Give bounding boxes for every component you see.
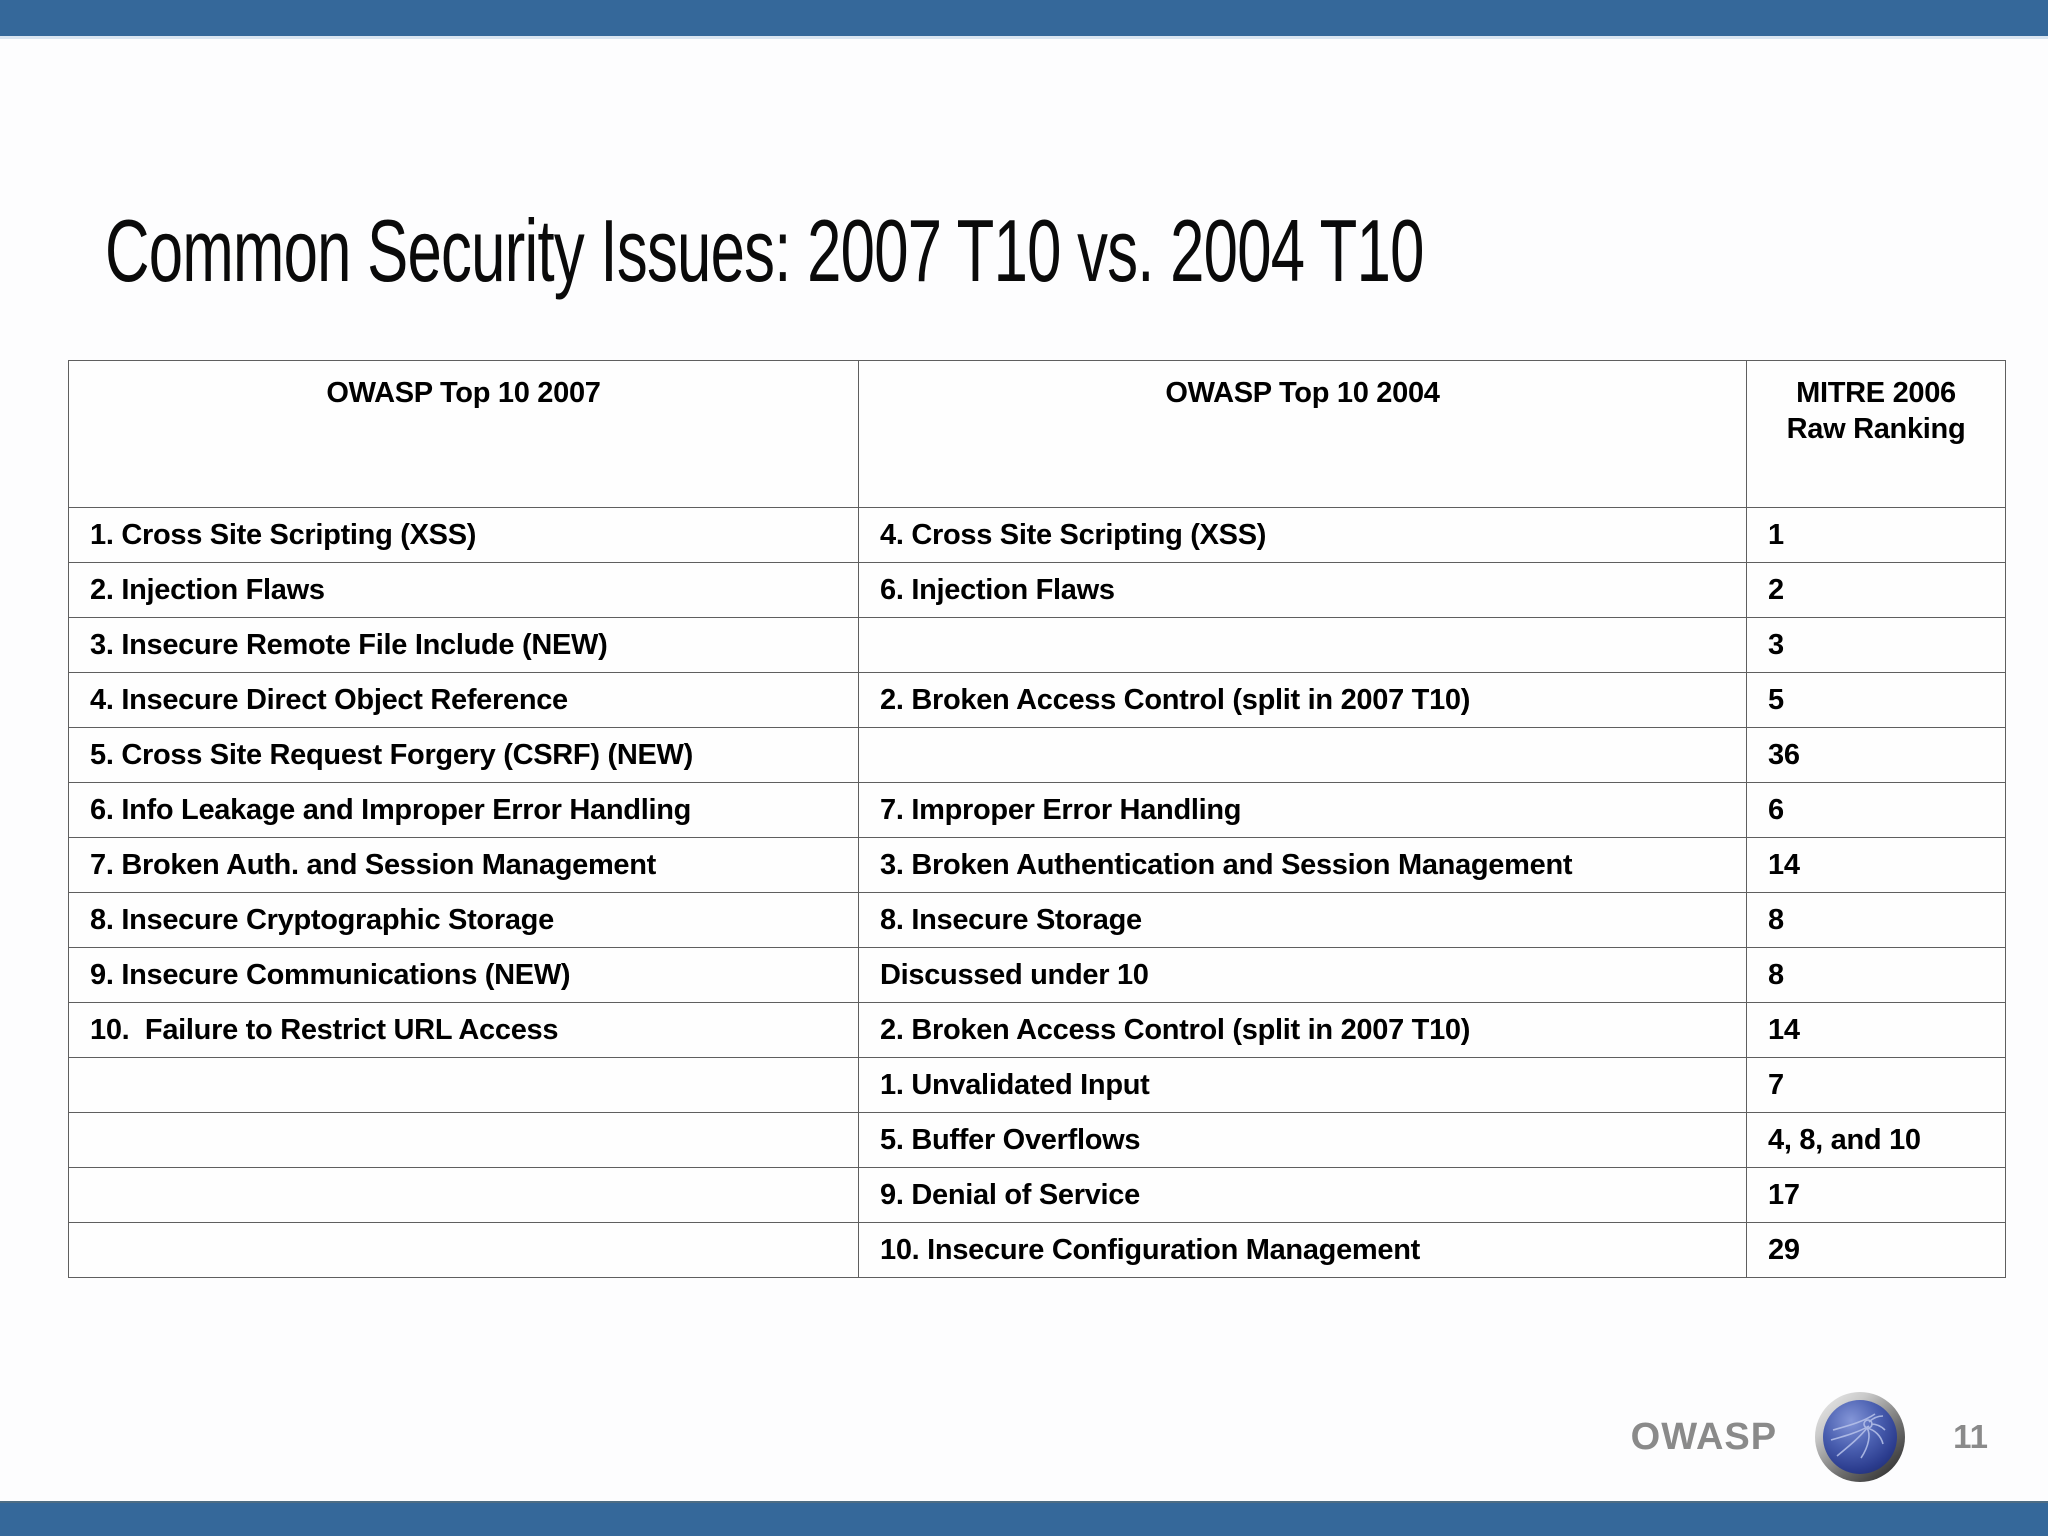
table-cell: 7. Improper Error Handling: [858, 782, 1747, 838]
table-cell: 1. Cross Site Scripting (XSS): [68, 507, 859, 563]
table-row: 9. Denial of Service 17: [68, 1167, 2006, 1223]
table-cell: 17: [1746, 1167, 2006, 1223]
table-cell: 8. Insecure Storage: [858, 892, 1747, 948]
column-header-mitre-line1: MITRE 2006: [1796, 377, 1956, 409]
column-header-owasp-2004: OWASP Top 10 2004: [858, 360, 1747, 508]
table-row: 1. Unvalidated Input 7: [68, 1057, 2006, 1113]
table-cell: 8: [1746, 892, 2006, 948]
top-accent-bar: [0, 0, 2048, 39]
table-cell: 3. Broken Authentication and Session Man…: [858, 837, 1747, 893]
table-cell: 29: [1746, 1222, 2006, 1278]
table-cell: 4, 8, and 10: [1746, 1112, 2006, 1168]
table-cell: 6. Injection Flaws: [858, 562, 1747, 618]
table-row: 6. Info Leakage and Improper Error Handl…: [68, 782, 2006, 838]
table-cell: 5: [1746, 672, 2006, 728]
table-cell: 7. Broken Auth. and Session Management: [68, 837, 859, 893]
table-cell: [68, 1222, 859, 1278]
table-row: 10. Failure to Restrict URL Access 2. Br…: [68, 1002, 2006, 1058]
table-cell: 4. Insecure Direct Object Reference: [68, 672, 859, 728]
table-cell: 9. Insecure Communications (NEW): [68, 947, 859, 1003]
table-cell: [68, 1112, 859, 1168]
table-cell: 2: [1746, 562, 2006, 618]
table-cell: [858, 727, 1747, 783]
table-cell: 6. Info Leakage and Improper Error Handl…: [68, 782, 859, 838]
table-cell: 7: [1746, 1057, 2006, 1113]
page-title: Common Security Issues: 2007 T10 vs. 200…: [105, 200, 1424, 300]
owasp-logo-icon: [1815, 1392, 1906, 1482]
table-row: 4. Insecure Direct Object Reference 2. B…: [68, 672, 2006, 728]
table-cell: Discussed under 10: [858, 947, 1747, 1003]
table-cell: 2. Broken Access Control (split in 2007 …: [858, 1002, 1747, 1058]
column-header-mitre: MITRE 2006 Raw Ranking: [1746, 360, 2006, 508]
page-number: 11: [1953, 1418, 1988, 1455]
table-row: 8. Insecure Cryptographic Storage 8. Ins…: [68, 892, 2006, 948]
column-header-mitre-line2: Raw Ranking: [1786, 413, 1966, 445]
table-cell: 2. Injection Flaws: [68, 562, 859, 618]
table-cell: 9. Denial of Service: [858, 1167, 1747, 1223]
table-row: 9. Insecure Communications (NEW) Discuss…: [68, 947, 2006, 1003]
comparison-table: OWASP Top 10 2007 OWASP Top 10 2004 MITR…: [68, 360, 2006, 1278]
table-cell: 10. Insecure Configuration Management: [858, 1222, 1747, 1278]
table-cell: 6: [1746, 782, 2006, 838]
bottom-accent-bar: [0, 1501, 2048, 1536]
table-cell: 1: [1746, 507, 2006, 563]
table-header-row: OWASP Top 10 2007 OWASP Top 10 2004 MITR…: [68, 360, 2006, 508]
owasp-wasp-icon: [1823, 1400, 1898, 1474]
table-row: 2. Injection Flaws 6. Injection Flaws 2: [68, 562, 2006, 618]
table-cell: 4. Cross Site Scripting (XSS): [858, 507, 1747, 563]
table-cell: 3: [1746, 617, 2006, 673]
table-cell: 3. Insecure Remote File Include (NEW): [68, 617, 859, 673]
table-cell: 5. Buffer Overflows: [858, 1112, 1747, 1168]
slide-footer: OWASP 11: [1631, 1392, 1988, 1482]
table-cell: 1. Unvalidated Input: [858, 1057, 1747, 1113]
table-row: 1. Cross Site Scripting (XSS) 4. Cross S…: [68, 507, 2006, 563]
owasp-brand-label: OWASP: [1630, 1415, 1778, 1458]
table-cell: 36: [1746, 727, 2006, 783]
table-cell: 8. Insecure Cryptographic Storage: [68, 892, 859, 948]
column-header-owasp-2007: OWASP Top 10 2007: [68, 360, 859, 508]
table-cell: 5. Cross Site Request Forgery (CSRF) (NE…: [68, 727, 859, 783]
table-cell: 2. Broken Access Control (split in 2007 …: [858, 672, 1747, 728]
table-cell: 14: [1746, 837, 2006, 893]
table-cell: 8: [1746, 947, 2006, 1003]
table-cell: [68, 1057, 859, 1113]
table-cell: 10. Failure to Restrict URL Access: [68, 1002, 859, 1058]
table-row: 3. Insecure Remote File Include (NEW) 3: [68, 617, 2006, 673]
table-cell: [68, 1167, 859, 1223]
table-row: 10. Insecure Configuration Management 29: [68, 1222, 2006, 1278]
table-row: 5. Cross Site Request Forgery (CSRF) (NE…: [68, 727, 2006, 783]
table-row: 7. Broken Auth. and Session Management 3…: [68, 837, 2006, 893]
table-row: 5. Buffer Overflows 4, 8, and 10: [68, 1112, 2006, 1168]
table-cell: 14: [1746, 1002, 2006, 1058]
table-cell: [858, 617, 1747, 673]
